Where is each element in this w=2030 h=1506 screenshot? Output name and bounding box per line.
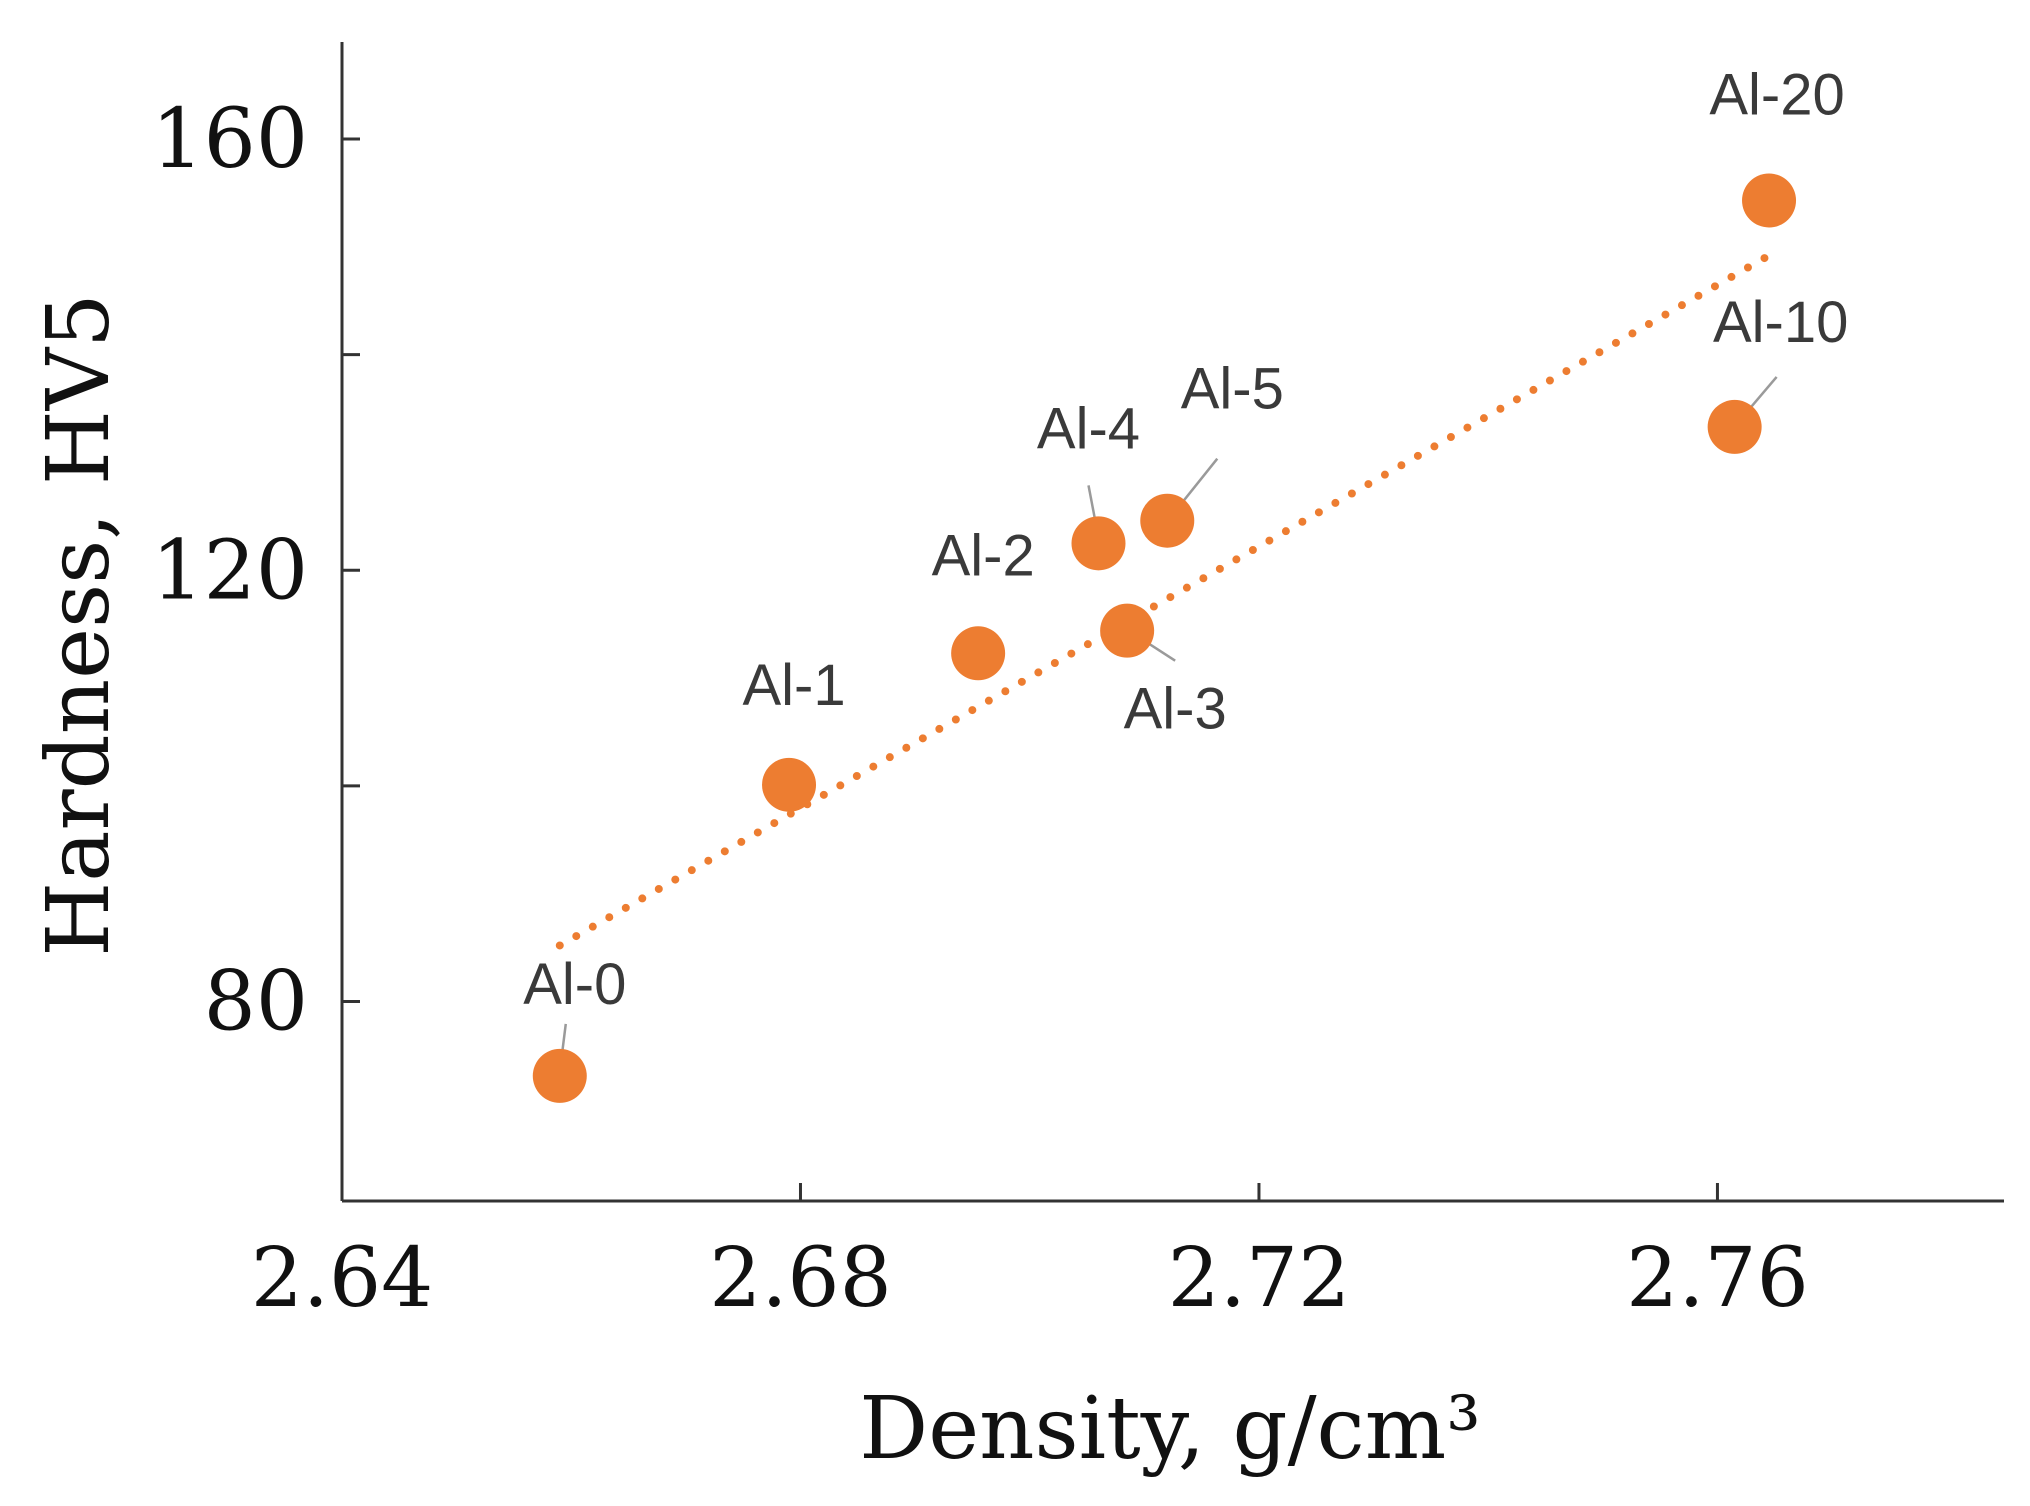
point-label: Al-2 bbox=[932, 523, 1035, 588]
y-axis-title: Hardness, HV5 bbox=[29, 293, 129, 956]
y-tick-label: 160 bbox=[151, 92, 308, 187]
point-labels: Al-0 Al-1 Al-2 Al-3 Al-4 Al-5 Al-10 Al-20 bbox=[523, 62, 1848, 1016]
data-point-al-0 bbox=[532, 1048, 587, 1103]
data-point-al-2 bbox=[951, 626, 1006, 681]
x-tick-label: 2.76 bbox=[1626, 1231, 1809, 1326]
point-label: Al-1 bbox=[742, 653, 845, 718]
point-label: Al-10 bbox=[1713, 290, 1848, 355]
data-points bbox=[532, 173, 1797, 1103]
trendline-layer bbox=[555, 251, 1774, 950]
data-point-al-3 bbox=[1100, 603, 1155, 658]
point-label: Al-5 bbox=[1181, 357, 1284, 422]
x-axis-title: Density, g/cm³ bbox=[859, 1379, 1480, 1479]
data-point-al-5 bbox=[1140, 493, 1195, 548]
data-point-al-4 bbox=[1071, 516, 1126, 571]
y-tick-label: 120 bbox=[151, 523, 308, 618]
x-tick-label: 2.72 bbox=[1168, 1231, 1351, 1326]
point-label: Al-0 bbox=[523, 952, 626, 1017]
point-label: Al-3 bbox=[1124, 677, 1227, 742]
x-tick-label: 2.68 bbox=[709, 1231, 892, 1326]
data-point-al-1 bbox=[762, 757, 817, 812]
point-label: Al-4 bbox=[1037, 396, 1140, 461]
trendline bbox=[555, 251, 1774, 950]
point-label: Al-20 bbox=[1709, 62, 1844, 127]
data-point-al-20 bbox=[1742, 173, 1797, 228]
x-tick-label: 2.64 bbox=[251, 1231, 434, 1326]
axes: 2.64 2.68 2.72 2.76 80 120 160 bbox=[151, 42, 2004, 1326]
y-tick-label: 80 bbox=[204, 955, 308, 1050]
data-point-al-10 bbox=[1707, 399, 1762, 454]
